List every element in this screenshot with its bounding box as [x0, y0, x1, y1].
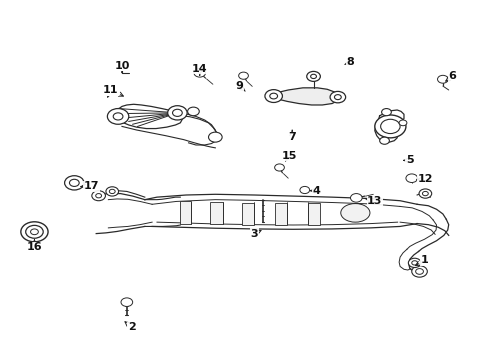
Text: 7: 7	[288, 130, 295, 142]
Circle shape	[306, 71, 320, 81]
Text: 12: 12	[416, 174, 432, 184]
Circle shape	[422, 192, 427, 196]
Circle shape	[274, 164, 284, 171]
Text: 17: 17	[81, 181, 99, 192]
Circle shape	[405, 174, 417, 183]
Circle shape	[172, 109, 182, 116]
Text: 3: 3	[250, 229, 261, 239]
Text: 16: 16	[26, 240, 42, 252]
Circle shape	[350, 194, 362, 202]
Circle shape	[208, 132, 222, 142]
Circle shape	[398, 120, 406, 126]
Circle shape	[167, 106, 187, 120]
Circle shape	[374, 115, 405, 138]
Circle shape	[187, 107, 199, 116]
Polygon shape	[274, 203, 287, 225]
Polygon shape	[307, 203, 319, 225]
Circle shape	[407, 258, 420, 267]
Circle shape	[411, 266, 427, 277]
Text: 10: 10	[114, 61, 129, 71]
Circle shape	[30, 229, 38, 235]
Circle shape	[381, 109, 390, 116]
Text: 11: 11	[103, 85, 123, 96]
Text: 14: 14	[192, 64, 207, 76]
Circle shape	[264, 90, 282, 103]
Circle shape	[107, 109, 128, 124]
Circle shape	[238, 72, 248, 79]
Circle shape	[310, 74, 316, 78]
Text: 2: 2	[125, 322, 135, 332]
Circle shape	[194, 68, 205, 77]
Polygon shape	[242, 203, 254, 225]
Text: 5: 5	[403, 156, 413, 165]
Circle shape	[379, 137, 388, 144]
Text: 9: 9	[235, 81, 244, 91]
Text: 13: 13	[365, 197, 382, 206]
Circle shape	[92, 191, 105, 201]
Circle shape	[411, 261, 417, 265]
Text: 1: 1	[415, 255, 427, 266]
Circle shape	[109, 189, 115, 194]
Circle shape	[269, 93, 277, 99]
Circle shape	[96, 194, 102, 198]
Text: 11: 11	[103, 85, 118, 97]
Circle shape	[69, 179, 79, 186]
Circle shape	[21, 222, 48, 242]
Circle shape	[415, 269, 423, 274]
Text: 4: 4	[310, 186, 320, 196]
Circle shape	[106, 187, 118, 196]
Circle shape	[26, 225, 43, 238]
Circle shape	[418, 189, 431, 198]
Polygon shape	[272, 88, 339, 105]
Circle shape	[329, 91, 345, 103]
Circle shape	[380, 119, 399, 134]
Text: 8: 8	[344, 57, 354, 67]
Circle shape	[121, 298, 132, 306]
Circle shape	[334, 95, 341, 100]
Circle shape	[437, 75, 447, 83]
Polygon shape	[210, 202, 222, 224]
Text: 6: 6	[445, 71, 456, 81]
Circle shape	[64, 176, 84, 190]
Text: 15: 15	[281, 151, 296, 161]
Circle shape	[299, 186, 309, 194]
Ellipse shape	[340, 203, 369, 222]
Circle shape	[113, 113, 122, 120]
Polygon shape	[180, 202, 191, 224]
Text: 10: 10	[114, 61, 129, 73]
